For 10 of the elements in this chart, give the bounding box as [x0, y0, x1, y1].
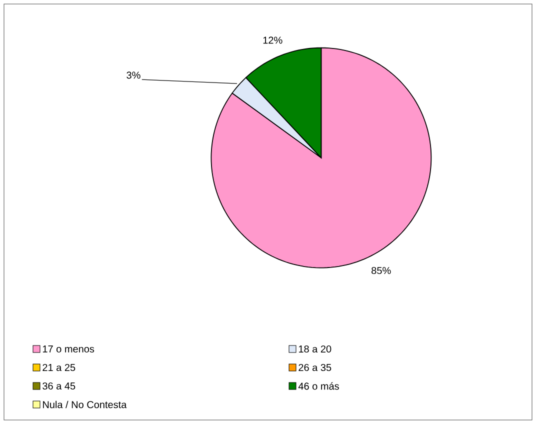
data-label: 85%: [372, 266, 391, 274]
legend-label: 46 o más: [298, 382, 339, 390]
data-label: 12%: [263, 36, 282, 44]
legend-label: 26 a 35: [298, 364, 332, 372]
legend-label: 21 a 25: [42, 364, 76, 372]
legend-label: 18 a 20: [298, 345, 332, 353]
legend-label: 17 o menos: [42, 346, 94, 352]
data-label: 3%: [126, 72, 140, 79]
legend-label: 36 a 45: [42, 382, 76, 390]
legend-label: Nula / No Contesta: [43, 400, 127, 408]
